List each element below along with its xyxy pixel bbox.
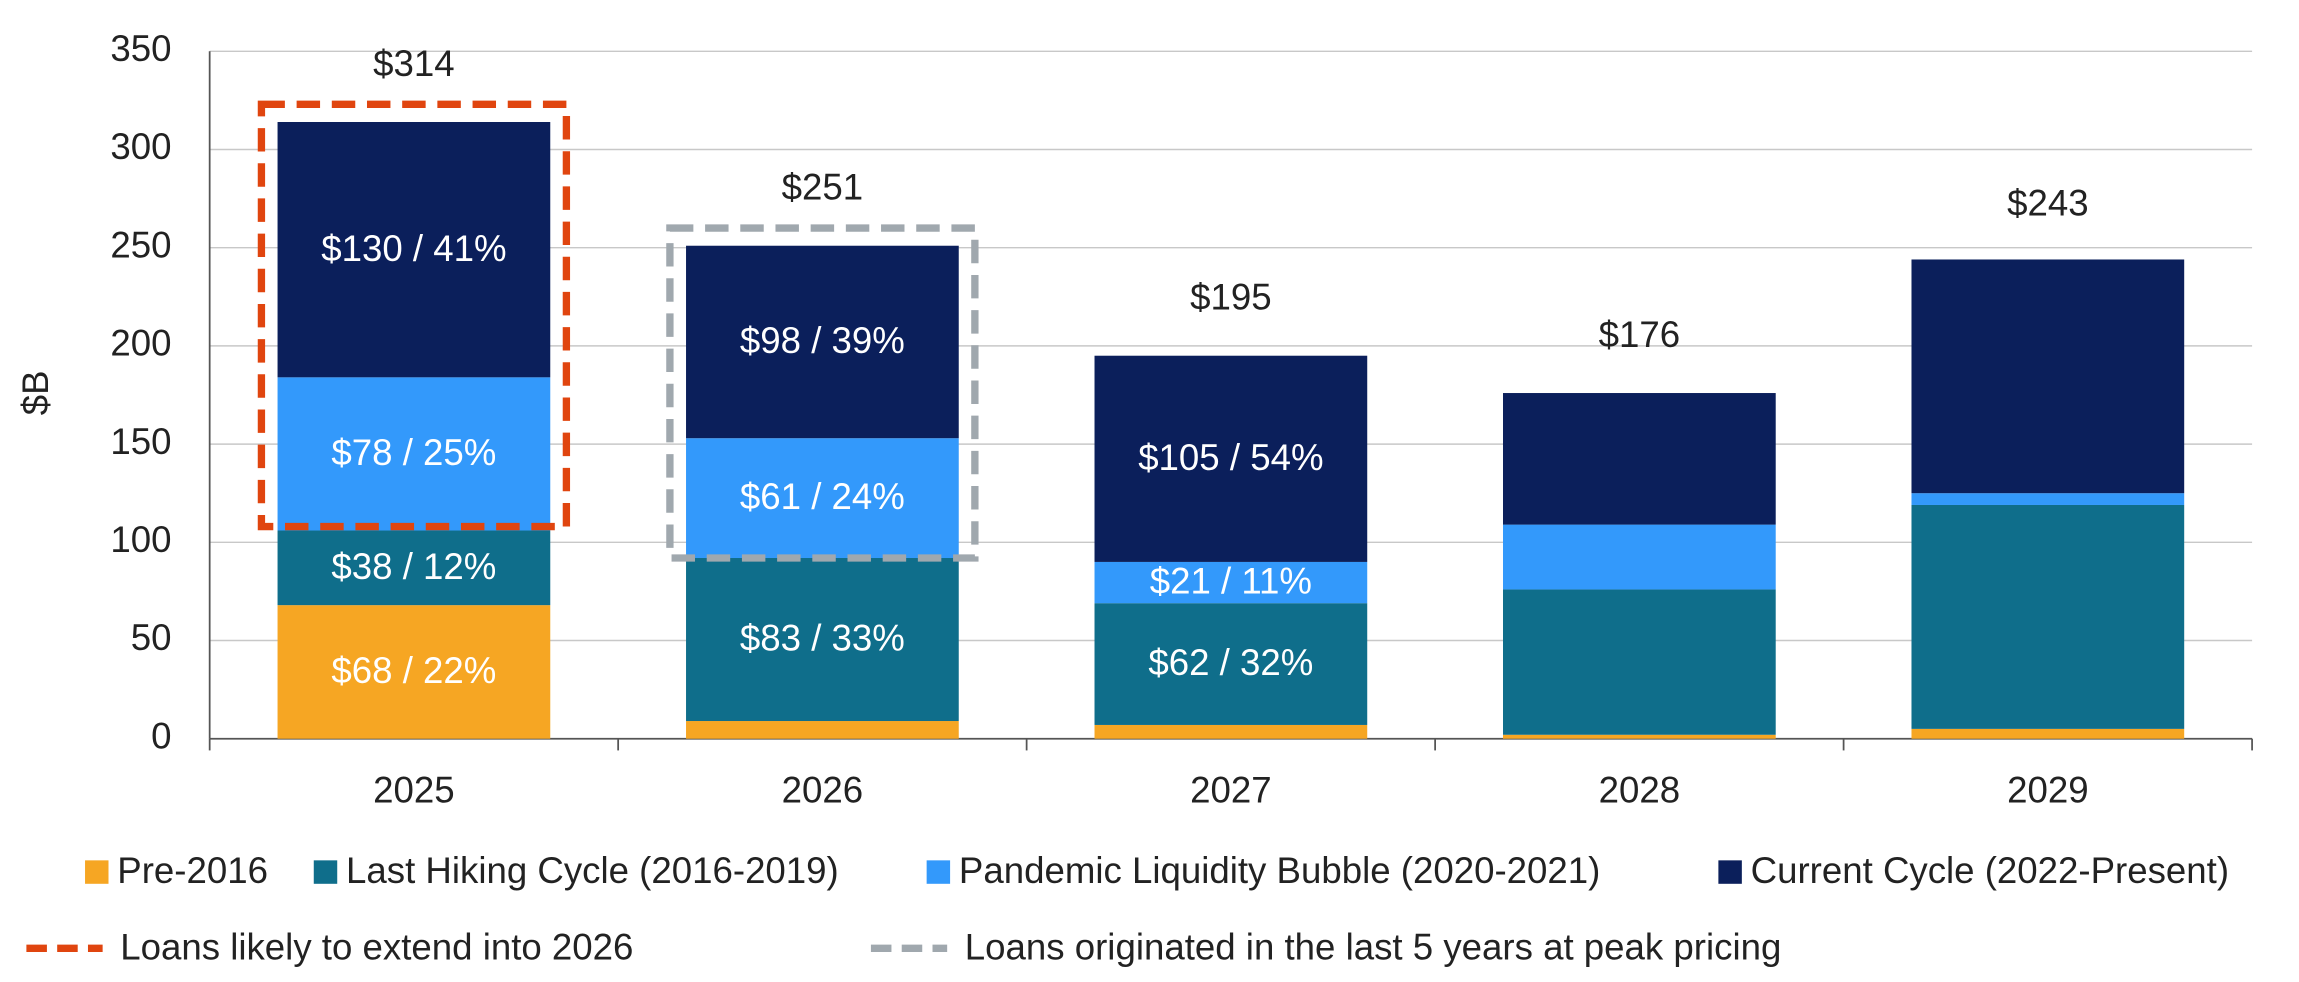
bar-segment xyxy=(1503,589,1776,735)
bar-segment xyxy=(1094,355,1368,562)
bar-segment xyxy=(277,122,551,378)
bar-segment xyxy=(1503,524,1776,590)
y-tick-label: 50 xyxy=(131,617,172,658)
legend-swatch xyxy=(926,860,951,884)
total-label: $195 xyxy=(1190,277,1271,318)
y-tick-label: 150 xyxy=(110,421,171,462)
legend-label: Pre-2016 xyxy=(117,850,268,891)
highlight-box xyxy=(666,224,979,562)
value-label: $83 / 33% xyxy=(740,618,905,659)
bar-segment xyxy=(686,721,959,739)
value-label: $38 / 12% xyxy=(331,546,496,587)
legend-swatch xyxy=(85,860,109,884)
bar-segment xyxy=(1094,724,1368,739)
value-label: $130 / 41% xyxy=(321,228,506,269)
y-tick-label: 250 xyxy=(110,224,171,265)
legend-label: Loans originated in the last 5 years at … xyxy=(965,926,1782,967)
x-tick-label: 2029 xyxy=(2007,770,2088,811)
y-tick-label: 0 xyxy=(151,715,171,756)
total-label: $314 xyxy=(373,43,454,84)
bar-segment xyxy=(1911,728,2185,739)
bar-segment xyxy=(277,530,551,606)
bar-segment xyxy=(686,558,959,722)
bar-segment xyxy=(277,377,551,531)
x-tick-label: 2025 xyxy=(373,770,454,811)
x-tick-label: 2028 xyxy=(1599,770,1680,811)
legend-swatch xyxy=(313,860,338,884)
bar-segment xyxy=(1503,393,1776,525)
value-label: $61 / 24% xyxy=(740,476,905,517)
bar-segment xyxy=(686,245,959,439)
legend-label: Pandemic Liquidity Bubble (2020-2021) xyxy=(959,850,1600,891)
y-tick-label: 300 xyxy=(110,126,171,167)
total-label: $176 xyxy=(1599,314,1680,355)
bar-segment xyxy=(686,438,959,559)
y-tick-label: 350 xyxy=(110,28,171,69)
x-tick-label: 2026 xyxy=(782,770,863,811)
bar-segment xyxy=(1094,561,1368,604)
x-tick-label: 2027 xyxy=(1190,770,1271,811)
bar-segment xyxy=(1503,734,1776,739)
bar-segment xyxy=(1911,493,2185,505)
y-axis-label: $B xyxy=(15,370,56,415)
legend-label: Current Cycle (2022-Present) xyxy=(1751,850,2229,891)
bar-segment xyxy=(1911,504,2185,729)
bar-segment xyxy=(277,605,551,739)
total-label: $243 xyxy=(2007,182,2088,223)
legend-swatch xyxy=(1718,860,1742,884)
legend-label: Loans likely to extend into 2026 xyxy=(120,926,633,967)
bar-segment xyxy=(1911,259,2185,494)
value-label: $105 / 54% xyxy=(1138,437,1323,478)
value-label: $21 / 11% xyxy=(1150,561,1312,602)
value-label: $78 / 25% xyxy=(331,432,496,473)
bar-segment xyxy=(1094,603,1368,725)
value-label: $68 / 22% xyxy=(331,650,496,691)
value-label: $98 / 39% xyxy=(740,320,905,361)
y-tick-label: 100 xyxy=(110,519,171,560)
value-label: $62 / 32% xyxy=(1148,642,1313,683)
y-tick-label: 200 xyxy=(110,323,171,364)
legend-label: Last Hiking Cycle (2016-2019) xyxy=(346,850,839,891)
total-label: $251 xyxy=(782,167,863,208)
highlight-box xyxy=(257,100,571,531)
